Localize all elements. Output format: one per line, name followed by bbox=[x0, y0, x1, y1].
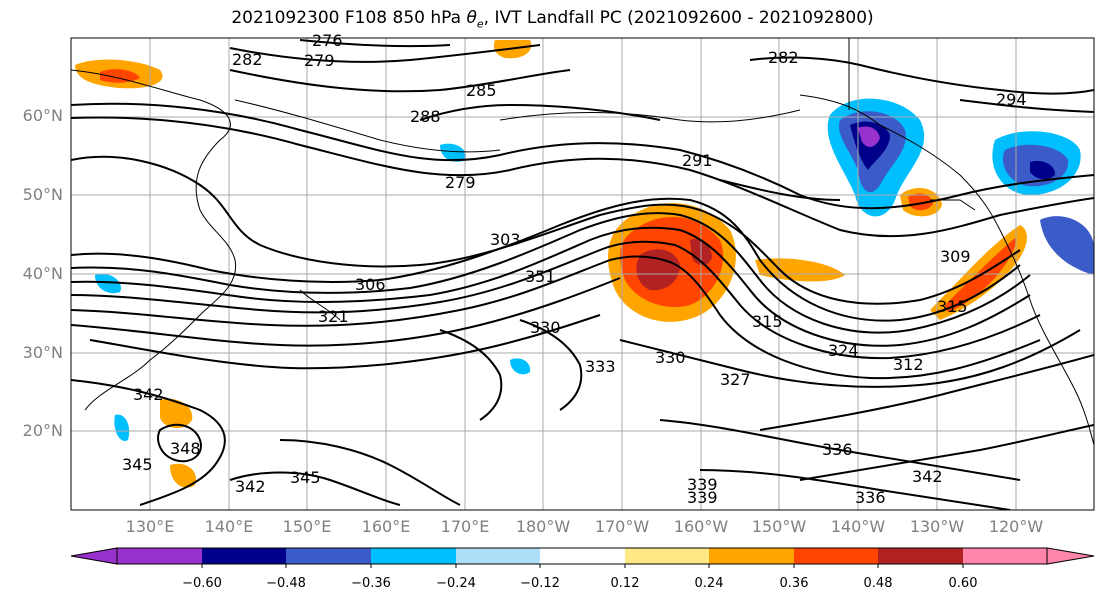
colorbar bbox=[70, 547, 1095, 568]
colorbar-segment bbox=[709, 548, 794, 564]
lon-label: 120°W bbox=[988, 517, 1044, 536]
lon-label: 150°W bbox=[751, 517, 807, 536]
contour-label: 345 bbox=[122, 455, 153, 474]
contour-label: 285 bbox=[466, 81, 497, 100]
contour-label: 291 bbox=[682, 151, 713, 170]
colorbar-segment bbox=[540, 548, 625, 564]
lon-label: 130°E bbox=[125, 517, 175, 536]
lon-label: 180°W bbox=[515, 517, 571, 536]
positive-anomaly-southwest2 bbox=[170, 463, 196, 488]
contour-label: 303 bbox=[490, 230, 521, 249]
contour-label: 342 bbox=[912, 467, 943, 486]
contour-label: 282 bbox=[232, 50, 263, 69]
colorbar-tick-label: −0.24 bbox=[436, 576, 476, 591]
contour-label: 276 bbox=[312, 31, 343, 50]
colorbar-segment bbox=[286, 548, 371, 564]
colorbar-tick-label: −0.48 bbox=[266, 576, 306, 591]
positive-anomaly-southwest bbox=[160, 398, 193, 429]
contour-label: 324 bbox=[828, 341, 859, 360]
colorbar-segment bbox=[202, 548, 287, 564]
lon-label: 170°E bbox=[440, 517, 490, 536]
colorbar-extend-right bbox=[1046, 547, 1095, 565]
contour-label: 348 bbox=[170, 439, 201, 458]
colorbar-tick-label: −0.36 bbox=[351, 576, 391, 591]
lon-label: 140°E bbox=[204, 517, 254, 536]
colorbar-tick-label: −0.60 bbox=[182, 576, 222, 591]
contour-label: 315 bbox=[937, 297, 968, 316]
contour-label: 336 bbox=[822, 440, 853, 459]
colorbar-tick-label: −0.12 bbox=[520, 576, 560, 591]
lon-label: 150°E bbox=[282, 517, 332, 536]
lat-label-40n: 40°N bbox=[22, 264, 63, 283]
colorbar-ticks bbox=[201, 564, 964, 568]
contour-label: 282 bbox=[768, 48, 799, 67]
contour-label: 330 bbox=[530, 318, 561, 337]
colorbar-segment bbox=[625, 548, 709, 564]
lat-label-60n: 60°N bbox=[22, 106, 63, 125]
colorbar-extend-left bbox=[70, 547, 118, 565]
positive-anomaly-central-peak bbox=[636, 249, 680, 291]
contour-label: 351 bbox=[525, 267, 556, 286]
contour-label: 333 bbox=[585, 357, 616, 376]
map-frame bbox=[70, 37, 1095, 511]
colorbar-segment bbox=[963, 548, 1047, 564]
negative-anomaly-bering bbox=[440, 143, 466, 162]
positive-anomaly-east-pacific bbox=[755, 258, 845, 282]
colorbar-segment bbox=[878, 548, 963, 564]
contour-label: 336 bbox=[855, 488, 886, 507]
lat-label-30n: 30°N bbox=[22, 343, 63, 362]
lat-label-50n: 50°N bbox=[22, 185, 63, 204]
negative-anomaly-canada-center bbox=[1030, 160, 1056, 180]
contour-label: 339 bbox=[687, 488, 718, 507]
lon-label: 160°W bbox=[673, 517, 729, 536]
lon-label: 160°E bbox=[361, 517, 411, 536]
colorbar-tick-label: 0.24 bbox=[694, 576, 724, 591]
contour-label: 342 bbox=[133, 385, 164, 404]
lon-label: 140°W bbox=[830, 517, 886, 536]
lat-label-20n: 20°N bbox=[22, 421, 63, 440]
negative-anomaly-west bbox=[95, 273, 121, 294]
negative-anomaly-alaska-peak bbox=[858, 126, 880, 147]
contour-labels: 276 282 279 282 285 288 294 291 279 303 … bbox=[122, 31, 1027, 507]
colorbar-tick-label: 0.36 bbox=[779, 576, 809, 591]
contour-label: 321 bbox=[318, 307, 349, 326]
contour-label: 294 bbox=[996, 90, 1027, 109]
contour-label: 330 bbox=[655, 348, 686, 367]
colorbar-segment bbox=[456, 548, 540, 564]
graticule bbox=[71, 38, 1094, 510]
contour-label: 312 bbox=[893, 355, 924, 374]
contour-label: 279 bbox=[304, 51, 335, 70]
lon-label: 170°W bbox=[594, 517, 650, 536]
lon-label: 130°W bbox=[909, 517, 965, 536]
colorbar-segment bbox=[794, 548, 878, 564]
colorbar-tick-label: 0.60 bbox=[948, 576, 978, 591]
theta-e-contours bbox=[71, 39, 1094, 510]
colorbar-tick-label: 0.48 bbox=[863, 576, 893, 591]
colorbar-segment bbox=[117, 548, 202, 564]
positive-anomaly-gulf-core bbox=[908, 193, 933, 211]
map-title: 2021092300 F108 850 hPa θe, IVT Landfall… bbox=[231, 8, 874, 31]
colorbar-segment bbox=[371, 548, 456, 564]
negative-anomaly-hawaii bbox=[510, 358, 531, 375]
contour-label: 309 bbox=[940, 247, 971, 266]
contour-label: 306 bbox=[355, 275, 386, 294]
contour-label: 327 bbox=[720, 370, 751, 389]
positive-anomaly-siberia-core bbox=[100, 69, 140, 83]
negative-anomaly-east bbox=[1040, 216, 1094, 275]
negative-anomaly-sw bbox=[114, 414, 130, 441]
contour-label: 279 bbox=[445, 173, 476, 192]
colorbar-tick-label: 0.12 bbox=[610, 576, 640, 591]
contour-label: 315 bbox=[752, 312, 783, 331]
contour-label: 288 bbox=[410, 107, 441, 126]
contour-label: 342 bbox=[235, 477, 266, 496]
contour-label: 339 bbox=[687, 475, 718, 494]
contour-label: 345 bbox=[290, 468, 321, 487]
